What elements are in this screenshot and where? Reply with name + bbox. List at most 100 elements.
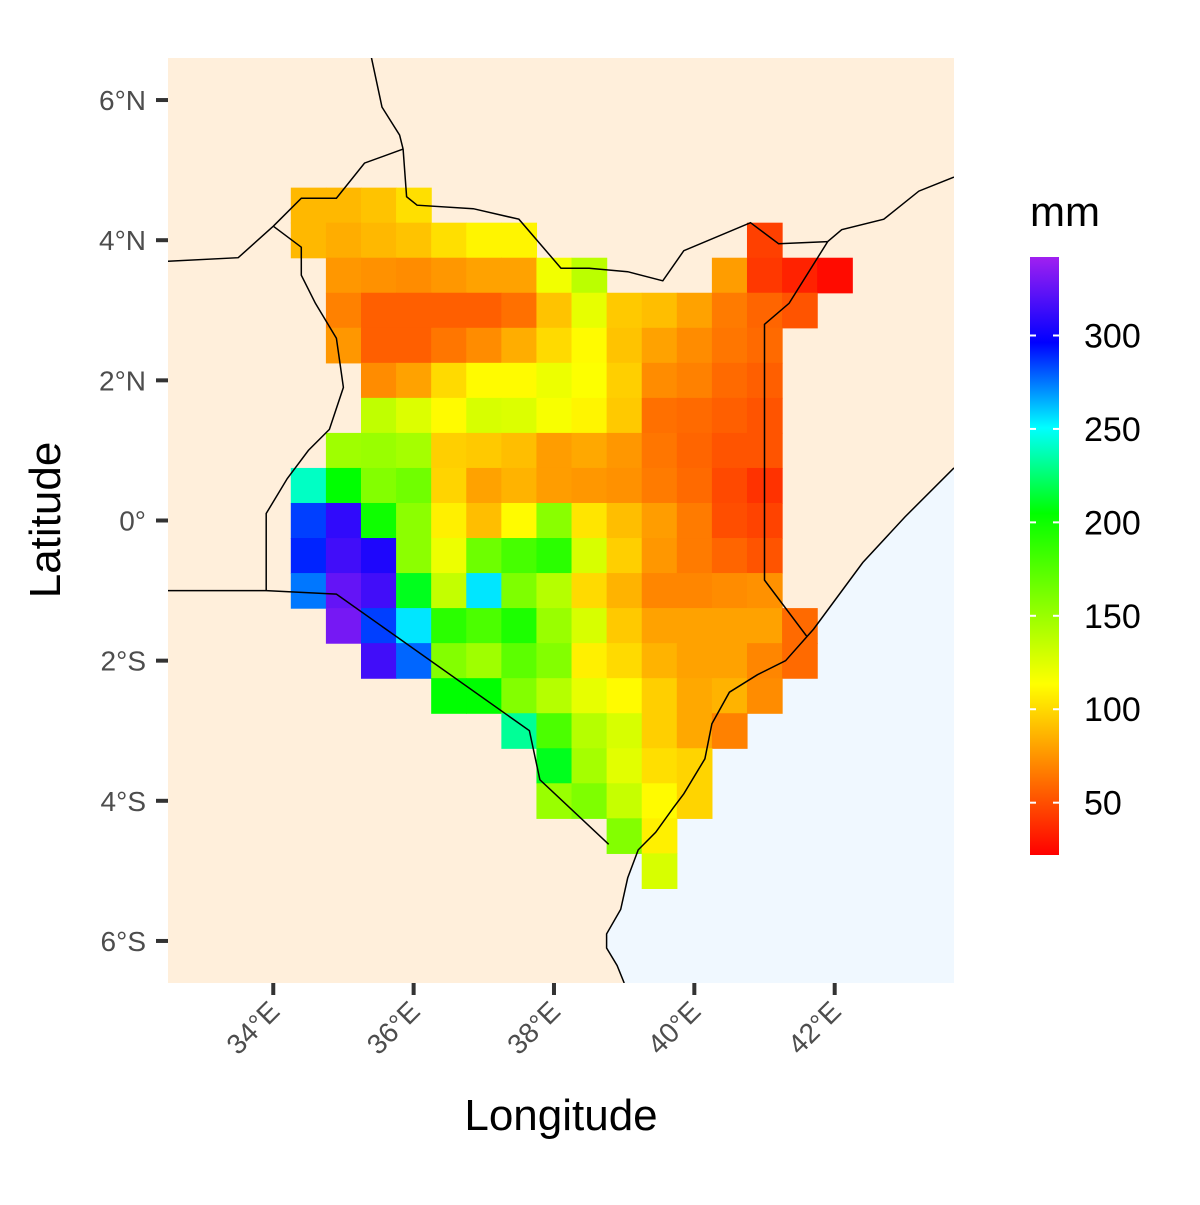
- grid-cell: [676, 502, 713, 539]
- grid-cell: [536, 397, 573, 434]
- grid-cell: [360, 643, 397, 679]
- grid-cell: [782, 608, 818, 644]
- grid-cell: [676, 678, 713, 714]
- grid-cell: [746, 678, 783, 714]
- grid-cell: [711, 467, 748, 504]
- grid-cell: [501, 432, 538, 469]
- grid-cell: [325, 502, 362, 539]
- grid-cell: [571, 502, 608, 539]
- grid-cell: [606, 678, 643, 714]
- grid-cell: [290, 222, 327, 259]
- border-line: [272, 148, 404, 227]
- grid-cell: [536, 292, 573, 329]
- grid-cell: [325, 608, 362, 644]
- x-tick-label: 36°E: [361, 995, 426, 1060]
- grid-cell: [711, 397, 748, 434]
- grid-cell: [396, 573, 432, 609]
- legend-colorbar: [1030, 257, 1059, 855]
- grid-cell: [571, 678, 608, 714]
- map-panel: [168, 58, 954, 983]
- grid-cell: [782, 257, 818, 294]
- grid-cell: [606, 362, 643, 399]
- grid-cell: [571, 538, 608, 574]
- x-tick-label: 40°E: [642, 995, 707, 1060]
- grid-cell: [606, 713, 643, 749]
- grid-cell: [606, 748, 643, 784]
- grid-cell: [431, 222, 467, 259]
- grid-cell: [676, 362, 713, 399]
- color-legend: mm 50 100 150 200 250 300: [1030, 188, 1141, 855]
- x-tick-label: 42°E: [782, 995, 847, 1060]
- grid-cell: [431, 573, 467, 609]
- legend-tick-label: 300: [1084, 317, 1141, 355]
- grid-cell: [606, 538, 643, 574]
- grid-cell: [396, 467, 432, 504]
- grid-cell: [325, 292, 362, 329]
- legend-tick-label: 200: [1084, 504, 1141, 542]
- grid-cell: [536, 467, 573, 504]
- grid-cell: [396, 432, 432, 469]
- legend-tick-label: 50: [1084, 785, 1122, 823]
- grid-cell: [676, 573, 713, 609]
- y-tick-label: 6°S: [101, 926, 146, 957]
- border-line: [265, 225, 345, 591]
- grid-cell: [396, 257, 432, 294]
- grid-cell: [676, 292, 713, 329]
- grid-cell: [431, 608, 467, 644]
- grid-cell: [501, 643, 538, 679]
- grid-cell: [641, 783, 678, 819]
- grid-cell: [536, 678, 573, 714]
- ocean-area: [606, 467, 954, 983]
- x-tick-label: 38°E: [501, 995, 566, 1060]
- grid-cell: [711, 713, 748, 749]
- grid-cell: [466, 573, 502, 609]
- grid-cell: [431, 257, 467, 294]
- grid-cell: [396, 292, 432, 329]
- grid-cell: [571, 748, 608, 784]
- grid-cell: [290, 538, 327, 574]
- grid-cell: [536, 713, 573, 749]
- grid-cell: [466, 608, 502, 644]
- grid-cell: [782, 292, 818, 329]
- grid-cell: [641, 713, 678, 749]
- border-line: [763, 241, 829, 637]
- grid-cell: [571, 783, 608, 819]
- grid-cell: [571, 608, 608, 644]
- grid-cell: [676, 467, 713, 504]
- grid-cell: [606, 397, 643, 434]
- grid-cell: [290, 573, 327, 609]
- grid-cell: [782, 643, 818, 679]
- grid-cell: [606, 292, 643, 329]
- y-tick-label: 2°N: [99, 365, 146, 396]
- grid-cell: [571, 573, 608, 609]
- grid-cell: [606, 327, 643, 364]
- grid-cell: [501, 327, 538, 364]
- grid-cell: [360, 327, 397, 364]
- grid-cell: [641, 327, 678, 364]
- grid-cell: [571, 362, 608, 399]
- y-tick-label: 4°S: [101, 786, 146, 817]
- grid-cell: [360, 222, 397, 259]
- grid-cell: [606, 818, 643, 854]
- grid-cell: [360, 397, 397, 434]
- grid-cell: [466, 257, 502, 294]
- grid-cell: [325, 467, 362, 504]
- grid-cell: [676, 748, 713, 784]
- grid-cell: [641, 678, 678, 714]
- grid-cell: [431, 538, 467, 574]
- grid-cell: [431, 467, 467, 504]
- grid-cell: [536, 257, 573, 294]
- grid-cell: [396, 502, 432, 539]
- legend-tick-label: 250: [1084, 411, 1141, 449]
- grid-cell: [290, 467, 327, 504]
- legend-title: mm: [1030, 188, 1100, 235]
- grid-cell: [396, 362, 432, 399]
- grid-cell: [466, 538, 502, 574]
- grid-cell: [606, 573, 643, 609]
- grid-cell: [641, 432, 678, 469]
- grid-cell: [466, 362, 502, 399]
- legend-tick-label: 150: [1084, 598, 1141, 636]
- grid-cell: [325, 538, 362, 574]
- grid-cell: [606, 608, 643, 644]
- grid-cell: [536, 502, 573, 539]
